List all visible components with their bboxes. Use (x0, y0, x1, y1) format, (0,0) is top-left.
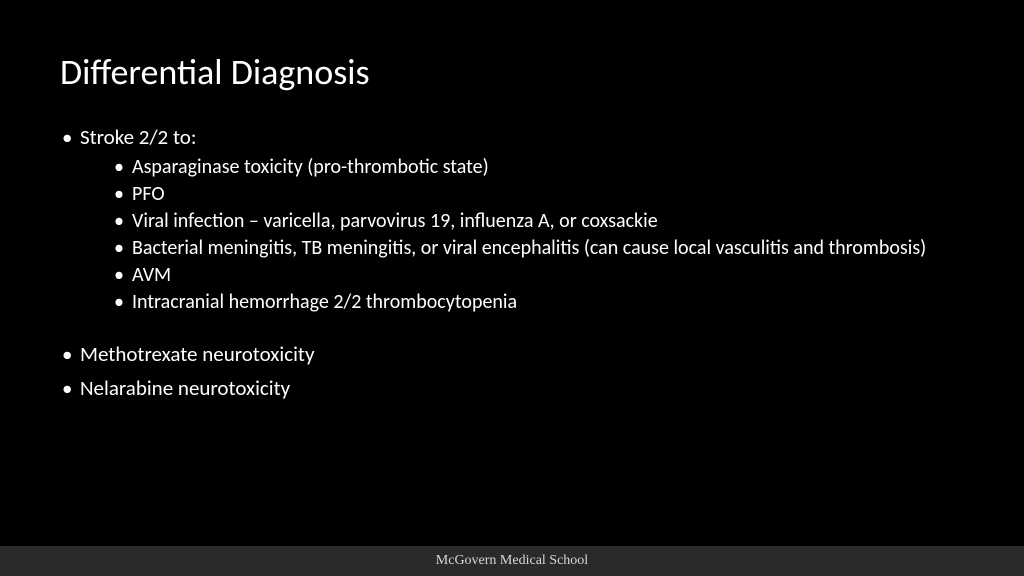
sub-bullet-item: Asparaginase toxicity (pro-thrombotic st… (112, 155, 964, 180)
footer-bar: McGovern Medical School (0, 546, 1024, 576)
bullet-list-level1: Stroke 2/2 to: Asparaginase toxicity (pr… (60, 124, 964, 315)
bullet-item: Stroke 2/2 to: Asparaginase toxicity (pr… (60, 124, 964, 315)
sub-bullet-item: AVM (112, 263, 964, 288)
slide-content: Stroke 2/2 to: Asparaginase toxicity (pr… (60, 124, 964, 402)
spacer (60, 321, 964, 341)
bullet-list-level1: Methotrexate neurotoxicity Nelarabine ne… (60, 341, 964, 402)
slide-title: Differential Diagnosis (60, 50, 964, 94)
sub-bullet-item: Bacterial meningitis, TB meningitis, or … (112, 236, 964, 261)
footer-text: McGovern Medical School (436, 553, 588, 569)
sub-bullet-item: Intracranial hemorrhage 2/2 thrombocytop… (112, 290, 964, 315)
bullet-text: Stroke 2/2 to: (80, 124, 196, 150)
bullet-item: Methotrexate neurotoxicity (60, 341, 964, 368)
bullet-list-level2: Asparaginase toxicity (pro-thrombotic st… (80, 155, 964, 315)
sub-bullet-item: Viral infection – varicella, parvovirus … (112, 209, 964, 234)
sub-bullet-item: PFO (112, 182, 964, 207)
bullet-item: Nelarabine neurotoxicity (60, 375, 964, 402)
slide: Differential Diagnosis Stroke 2/2 to: As… (0, 0, 1024, 576)
